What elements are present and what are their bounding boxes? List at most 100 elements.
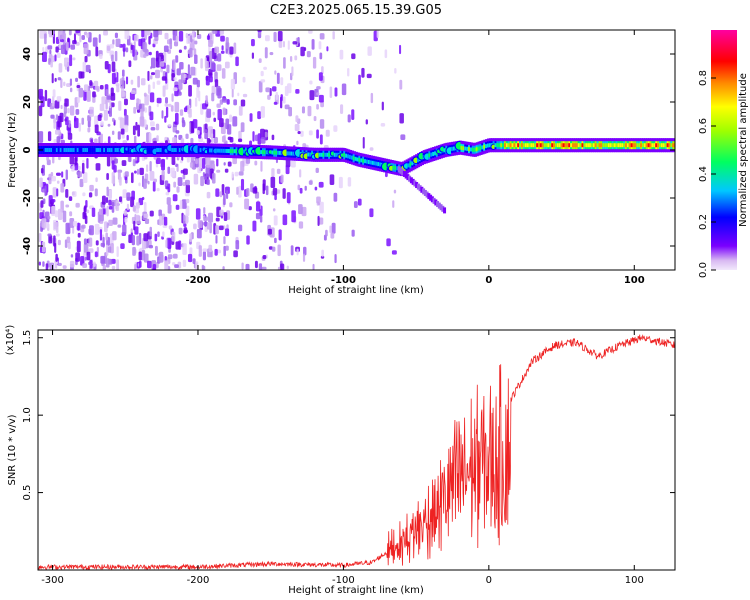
ridge-core-cell	[69, 148, 73, 152]
noise-cell	[187, 253, 193, 263]
noise-cell	[147, 84, 151, 94]
y-tick-label: 40	[22, 47, 33, 61]
branch-cell	[418, 185, 422, 192]
noise-cell	[83, 205, 87, 213]
noise-cell	[139, 116, 145, 127]
noise-cell	[185, 213, 189, 225]
noise-cell	[291, 210, 296, 223]
noise-cell	[65, 189, 69, 198]
ridge-core-cell	[475, 147, 479, 152]
noise-cell	[240, 99, 246, 107]
noise-cell	[168, 123, 172, 127]
ridge-core-cell	[473, 147, 477, 152]
noise-cell	[134, 34, 139, 42]
ridge-core-cell	[235, 149, 239, 154]
x-tick-label: -300	[40, 275, 65, 286]
noise-cell	[260, 70, 264, 77]
noise-cell	[185, 133, 189, 139]
ridge-core-cell	[54, 148, 58, 152]
noise-cell	[149, 210, 154, 217]
noise-cell	[100, 121, 104, 126]
noise-cell	[179, 199, 183, 210]
noise-cell	[400, 134, 406, 141]
noise-cell	[272, 208, 276, 212]
noise-cell	[61, 171, 64, 178]
noise-cell	[300, 46, 305, 57]
noise-cell	[225, 190, 229, 200]
noise-cell	[193, 173, 199, 185]
ridge-core-cell	[615, 143, 619, 148]
noise-cell	[205, 76, 210, 86]
noise-cell	[265, 185, 269, 196]
noise-cell	[128, 234, 132, 244]
colorbar-label: Normalized spectral amplitude	[738, 73, 749, 227]
noise-cell	[187, 104, 191, 114]
noise-cell	[224, 168, 229, 173]
noise-cell	[183, 45, 187, 50]
ridge-core-cell	[175, 148, 179, 152]
noise-cell	[99, 53, 103, 60]
noise-cell	[249, 113, 253, 122]
noise-cell	[286, 192, 291, 204]
noise-cell	[208, 39, 213, 48]
noise-cell	[52, 89, 56, 98]
ridge-core-cell	[589, 143, 593, 148]
ridge-core-cell	[101, 148, 105, 152]
noise-cell	[102, 236, 105, 248]
noise-cell	[295, 115, 299, 123]
noise-cell	[81, 224, 86, 229]
branch-cell	[436, 201, 440, 208]
noise-cell	[77, 232, 81, 238]
noise-cell	[167, 103, 172, 107]
noise-cell	[252, 131, 255, 142]
noise-cell	[325, 129, 330, 137]
noise-cell	[74, 157, 78, 166]
noise-cell	[47, 131, 52, 142]
noise-cell	[277, 30, 283, 42]
ridge-core-cell	[82, 148, 86, 152]
ridge-core-cell	[345, 153, 349, 158]
noise-cell	[159, 30, 163, 35]
noise-cell	[257, 30, 262, 33]
ridge-core-cell	[496, 143, 500, 148]
noise-cell	[48, 57, 51, 65]
noise-cell	[154, 245, 158, 256]
noise-cell	[380, 123, 386, 127]
noise-cell	[183, 73, 187, 79]
noise-cell	[64, 98, 69, 107]
noise-cell	[308, 130, 313, 136]
noise-cell	[267, 228, 272, 235]
noise-cell	[318, 72, 323, 81]
noise-cell	[133, 220, 136, 231]
noise-cell	[238, 130, 242, 142]
noise-cell	[75, 252, 80, 262]
x-tick-label: 100	[625, 575, 644, 586]
noise-cell	[306, 51, 311, 58]
noise-cell	[132, 205, 136, 212]
noise-cell	[40, 167, 44, 174]
x-tick-label: 0	[486, 575, 492, 586]
noise-cell	[59, 112, 64, 123]
ridge-core-cell	[532, 143, 536, 148]
ridge-core-cell	[534, 143, 538, 148]
noise-cell	[325, 229, 328, 237]
noise-cell	[124, 98, 128, 106]
noise-cell	[331, 222, 336, 234]
noise-cell	[69, 87, 73, 93]
noise-cell	[212, 111, 215, 116]
noise-cell	[216, 64, 222, 71]
noise-cell	[206, 156, 211, 168]
noise-cell	[296, 140, 299, 146]
noise-cell	[219, 191, 223, 198]
noise-cell	[206, 138, 211, 144]
noise-cell	[55, 46, 59, 53]
noise-cell	[165, 192, 170, 196]
noise-cell	[321, 66, 324, 75]
ridge-core-cell	[279, 150, 283, 155]
ridge-core-cell	[354, 156, 358, 161]
noise-cell	[218, 225, 224, 231]
noise-cell	[258, 263, 263, 270]
noise-cell	[71, 165, 75, 172]
ridge-core-cell	[324, 152, 328, 157]
ridge-core-cell	[411, 161, 415, 166]
